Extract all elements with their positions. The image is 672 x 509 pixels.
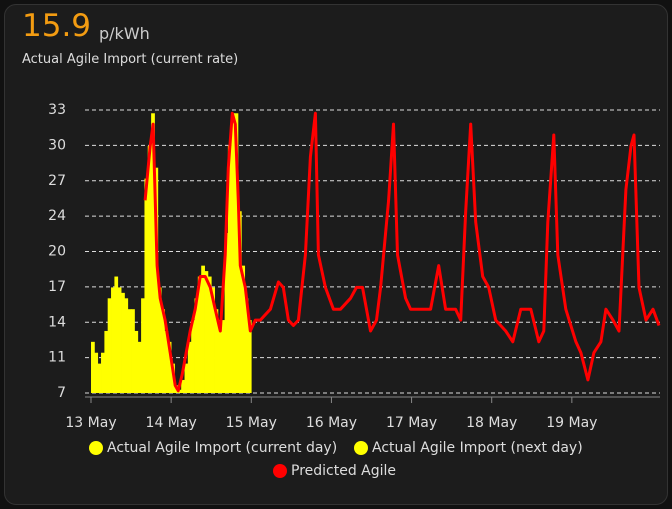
bar: [101, 352, 105, 393]
line: [143, 111, 661, 393]
y-tick-label: 33: [48, 102, 66, 118]
x-tick-label: 15 May: [226, 415, 277, 431]
bar: [211, 287, 215, 393]
x-tick-label: 17 May: [386, 415, 437, 431]
state-value: 15.9: [22, 8, 92, 44]
bar: [127, 309, 132, 393]
bar: [194, 298, 199, 393]
bar: [154, 167, 159, 393]
bar: [147, 145, 152, 393]
y-tick-label: 27: [48, 173, 66, 189]
bar: [161, 309, 165, 393]
bar: [124, 298, 129, 393]
bar: [141, 298, 145, 393]
x-tick-label: 13 May: [65, 415, 116, 431]
bar: [151, 113, 155, 393]
bar: [227, 145, 232, 393]
y-tick-label: 7: [57, 385, 66, 401]
bar: [204, 271, 209, 393]
bar: [131, 309, 135, 393]
bar: [184, 363, 189, 393]
y-tick-label: 17: [48, 279, 66, 295]
bar: [91, 341, 95, 393]
bar: [167, 341, 172, 393]
bar: [137, 341, 142, 393]
entity-name: Actual Agile Import (current rate): [22, 52, 239, 67]
bar: [187, 341, 192, 393]
bar: [201, 265, 205, 393]
bar: [221, 320, 226, 393]
bar: [117, 287, 122, 393]
bar: [241, 265, 246, 393]
bar: [114, 276, 119, 393]
y-tick-label: 14: [48, 314, 66, 330]
x-tick-label: 18 May: [466, 415, 517, 431]
bar: [107, 298, 112, 393]
bar: [134, 330, 139, 393]
legend-marker: [273, 464, 287, 478]
x-tick-label: 19 May: [546, 415, 597, 431]
bar: [197, 276, 202, 393]
bar: [234, 113, 239, 393]
y-tick-label: 11: [48, 350, 66, 366]
bar: [157, 287, 162, 393]
y-tick-label: 30: [48, 137, 66, 153]
bar: [207, 276, 212, 393]
legend-marker: [89, 441, 103, 455]
legend-marker: [354, 441, 368, 455]
bar: [177, 389, 182, 393]
bar: [244, 298, 249, 393]
bar: [94, 352, 99, 393]
y-tick-label: 20: [48, 244, 66, 260]
bar: [164, 330, 169, 393]
bar: [214, 309, 219, 393]
legend-label: Actual Agile Import (next day): [372, 440, 583, 456]
bar: [121, 292, 125, 393]
bar: [237, 211, 242, 393]
y-tick-label: 24: [48, 208, 66, 224]
bar: [231, 113, 236, 393]
x-tick-label: 14 May: [146, 415, 197, 431]
bar: [217, 320, 222, 393]
bar: [224, 232, 229, 393]
bar: [191, 320, 195, 393]
bar: [144, 178, 149, 393]
legend-label: Actual Agile Import (current day): [107, 440, 337, 456]
x-tick-label: 16 May: [306, 415, 357, 431]
bar: [181, 379, 185, 393]
bar: [97, 363, 102, 393]
bar: [111, 287, 115, 393]
bar: [104, 330, 109, 393]
legend-label: Predicted Agile: [291, 463, 396, 479]
state-unit: p/kWh: [99, 24, 150, 43]
bar: [247, 320, 252, 393]
